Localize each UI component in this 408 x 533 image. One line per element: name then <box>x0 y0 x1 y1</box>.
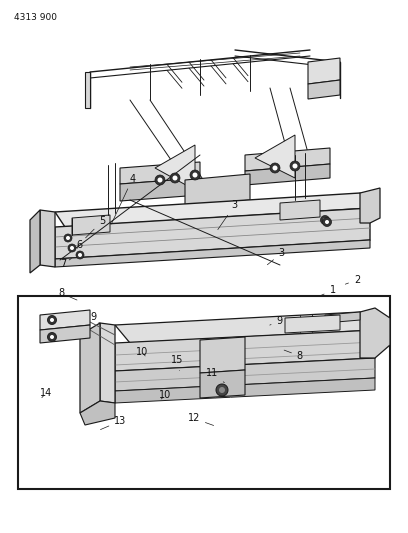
Circle shape <box>173 175 177 181</box>
Polygon shape <box>200 370 245 398</box>
Polygon shape <box>40 325 90 343</box>
Text: 8: 8 <box>58 288 77 300</box>
Text: 6: 6 <box>76 240 83 250</box>
Circle shape <box>66 236 70 240</box>
Text: 5: 5 <box>86 216 105 238</box>
Circle shape <box>50 335 54 339</box>
Polygon shape <box>325 312 360 323</box>
Polygon shape <box>115 330 375 371</box>
Circle shape <box>155 175 165 185</box>
Bar <box>18 296 390 489</box>
Polygon shape <box>55 193 370 227</box>
Text: 12: 12 <box>188 414 214 425</box>
Circle shape <box>70 246 74 250</box>
Circle shape <box>190 170 200 180</box>
Polygon shape <box>100 323 115 403</box>
Text: 11: 11 <box>206 368 224 383</box>
Circle shape <box>323 218 327 222</box>
Polygon shape <box>115 378 375 403</box>
Text: 1: 1 <box>319 286 336 296</box>
Text: 4313 900: 4313 900 <box>14 13 57 22</box>
Polygon shape <box>360 308 390 358</box>
Circle shape <box>47 333 56 342</box>
Polygon shape <box>155 145 195 190</box>
Polygon shape <box>308 58 340 84</box>
Polygon shape <box>255 135 295 178</box>
Text: 10: 10 <box>159 391 171 400</box>
Polygon shape <box>245 148 330 171</box>
Polygon shape <box>30 210 40 273</box>
Polygon shape <box>40 310 90 330</box>
Text: 13: 13 <box>100 416 126 430</box>
Text: 10: 10 <box>136 347 148 357</box>
Text: 7: 7 <box>60 259 71 269</box>
Circle shape <box>193 173 197 177</box>
Text: 3: 3 <box>267 248 285 265</box>
Polygon shape <box>360 188 380 223</box>
Polygon shape <box>115 312 375 343</box>
Text: 9: 9 <box>90 312 100 324</box>
Text: 15: 15 <box>171 355 184 370</box>
Circle shape <box>322 217 331 227</box>
Polygon shape <box>245 164 330 185</box>
Polygon shape <box>308 80 340 99</box>
Polygon shape <box>280 200 320 220</box>
Circle shape <box>170 173 180 183</box>
Circle shape <box>270 163 280 173</box>
Circle shape <box>219 387 225 393</box>
Polygon shape <box>40 210 55 267</box>
Text: 3: 3 <box>218 200 238 230</box>
Text: 9: 9 <box>270 316 283 326</box>
Text: 14: 14 <box>40 389 52 398</box>
Circle shape <box>273 166 277 171</box>
Circle shape <box>64 234 72 242</box>
Polygon shape <box>120 178 200 201</box>
Circle shape <box>50 318 54 322</box>
Polygon shape <box>85 72 90 108</box>
Polygon shape <box>80 323 100 413</box>
Circle shape <box>68 244 76 252</box>
Circle shape <box>325 220 329 224</box>
Polygon shape <box>80 401 115 425</box>
Text: 8: 8 <box>284 350 303 361</box>
Circle shape <box>78 253 82 257</box>
Circle shape <box>216 384 228 396</box>
Text: 2: 2 <box>345 275 360 285</box>
Polygon shape <box>72 215 110 235</box>
Circle shape <box>157 177 162 182</box>
Polygon shape <box>120 162 200 184</box>
Polygon shape <box>55 240 370 267</box>
Polygon shape <box>285 315 340 333</box>
Circle shape <box>47 316 56 325</box>
Polygon shape <box>200 337 245 373</box>
Circle shape <box>76 251 84 259</box>
Polygon shape <box>185 174 250 206</box>
Circle shape <box>290 161 300 171</box>
Circle shape <box>293 164 297 168</box>
Circle shape <box>321 215 330 224</box>
Text: 4: 4 <box>111 174 136 224</box>
Polygon shape <box>115 358 375 391</box>
Polygon shape <box>55 208 370 259</box>
